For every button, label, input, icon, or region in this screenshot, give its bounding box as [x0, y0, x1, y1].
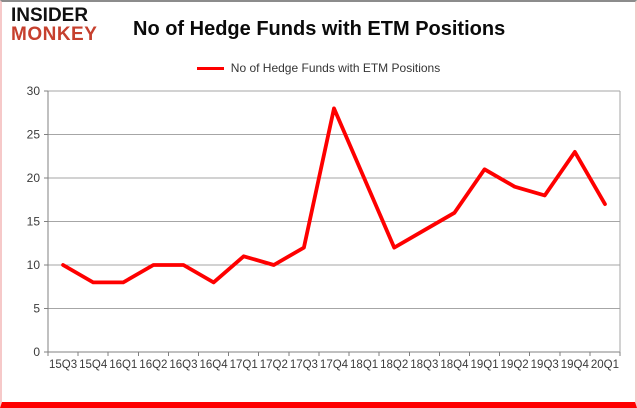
x-tick-label: 16Q1 [109, 359, 137, 371]
x-tick-label: 19Q3 [531, 359, 559, 371]
x-tick-label: 16Q3 [169, 359, 197, 371]
chart-legend: No of Hedge Funds with ETM Positions [2, 61, 635, 75]
y-tick-label: 5 [33, 302, 40, 316]
y-tick-label: 0 [33, 345, 40, 359]
x-tick-label: 15Q3 [49, 359, 77, 371]
series-line [61, 106, 607, 285]
x-tick-label: 17Q3 [290, 359, 318, 371]
insider-monkey-logo: INSIDER MONKEY [11, 5, 98, 45]
x-tick-label: 20Q1 [591, 359, 619, 371]
legend-line-swatch [196, 66, 224, 70]
x-tick-label: 17Q1 [230, 359, 258, 371]
x-tick-label: 18Q4 [440, 359, 469, 371]
legend-label: No of Hedge Funds with ETM Positions [230, 61, 441, 75]
x-tick-label: 16Q2 [139, 359, 167, 371]
y-tick-label: 15 [27, 215, 41, 229]
x-tick-label: 17Q2 [260, 359, 288, 371]
x-tick-label: 18Q2 [380, 359, 408, 371]
y-tick-label: 10 [27, 258, 41, 272]
x-tick-label: 19Q2 [501, 359, 529, 371]
x-tick-label: 17Q4 [320, 359, 349, 371]
y-tick-label: 25 [27, 128, 41, 142]
y-tick-label: 30 [27, 84, 41, 98]
y-tick-label: 20 [27, 171, 41, 185]
line-chart: 0 5 10 15 20 25 30 15Q3 15Q4 16Q1 16Q2 16Q3 16Q4 17Q1… [27, 84, 621, 371]
page-title: No of Hedge Funds with ETM Positions [133, 18, 506, 40]
x-tick-label: 19Q4 [561, 359, 590, 371]
logo-text-monkey: MONKEY [11, 23, 98, 45]
x-tick-label: 18Q1 [350, 359, 378, 371]
x-tick-label: 15Q4 [79, 359, 108, 371]
x-tick-label: 16Q4 [200, 359, 229, 371]
logo-text-insider: INSIDER [11, 5, 89, 26]
x-tick-label: 18Q3 [410, 359, 438, 371]
x-tick-label: 19Q1 [470, 359, 498, 371]
